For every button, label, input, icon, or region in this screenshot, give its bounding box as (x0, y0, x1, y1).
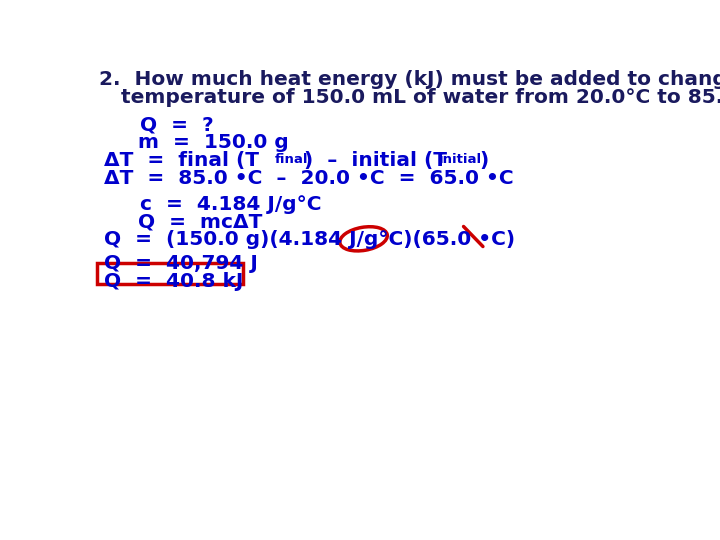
Text: ): ) (479, 151, 488, 170)
Text: Q  =  40,794 J: Q = 40,794 J (104, 254, 258, 273)
Text: Q  =  mcΔT: Q = mcΔT (138, 213, 262, 232)
Text: m  =  150.0 g: m = 150.0 g (138, 133, 289, 152)
Text: )  –  initial (T: ) – initial (T (304, 151, 447, 170)
Text: ΔT  =  final (T: ΔT = final (T (104, 151, 259, 170)
Text: ΔT  =  85.0 •C  –  20.0 •C  =  65.0 •C: ΔT = 85.0 •C – 20.0 •C = 65.0 •C (104, 168, 513, 188)
Text: Q  =  40.8 kJ: Q = 40.8 kJ (104, 272, 243, 291)
Text: Q  =  ?: Q = ? (140, 116, 214, 134)
Text: initial: initial (438, 153, 482, 166)
Text: 2.  How much heat energy (kJ) must be added to change the: 2. How much heat energy (kJ) must be add… (99, 70, 720, 89)
Text: final: final (275, 153, 309, 166)
Text: temperature of 150.0 mL of water from 20.0°C to 85.0°C?: temperature of 150.0 mL of water from 20… (121, 88, 720, 107)
Text: c  =  4.184 J/g°C: c = 4.184 J/g°C (140, 195, 322, 214)
Text: Q  =  (150.0 g)(4.184 J/g°C)(65.0 •C): Q = (150.0 g)(4.184 J/g°C)(65.0 •C) (104, 231, 515, 249)
